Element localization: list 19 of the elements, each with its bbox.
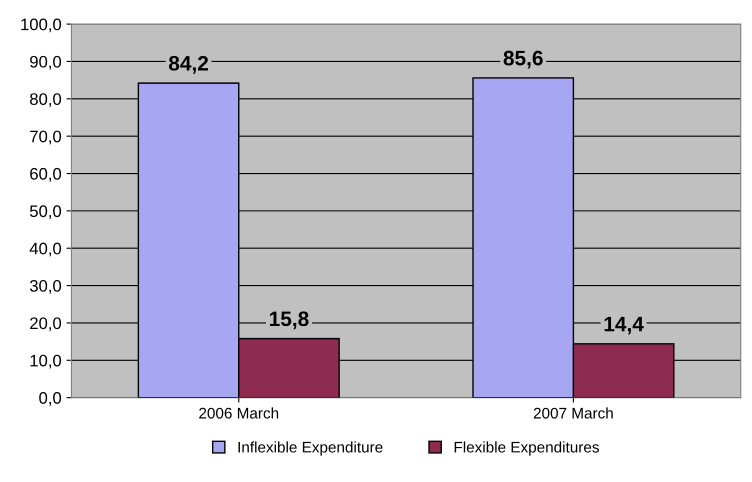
y-tick-label: 20,0 <box>30 317 62 332</box>
y-tick-label: 90,0 <box>30 56 62 70</box>
y-tick-label: 0,0 <box>39 392 62 406</box>
data-label: 84,2 <box>168 56 208 74</box>
y-tick-label: 10,0 <box>30 354 62 368</box>
y-tick-label: 30,0 <box>30 280 62 294</box>
data-label: 15,8 <box>270 311 309 330</box>
data-label: 85,6 <box>504 50 543 68</box>
legend-label: Flexible Expenditures <box>454 441 599 456</box>
data-label: 14,4 <box>604 316 644 334</box>
y-tick-label: 80,0 <box>30 93 62 107</box>
y-tick-label: 100,0 <box>21 18 62 32</box>
x-tick-label: 2007 March <box>534 407 613 419</box>
y-tick-label: 40,0 <box>30 242 62 256</box>
x-tick-label: 2006 March <box>199 407 278 419</box>
y-tick-label: 70,0 <box>30 130 62 144</box>
y-tick-label: 50,0 <box>30 205 62 220</box>
legend-label: Inflexible Expenditure <box>238 441 382 456</box>
y-tick-label: 60,0 <box>30 168 62 182</box>
